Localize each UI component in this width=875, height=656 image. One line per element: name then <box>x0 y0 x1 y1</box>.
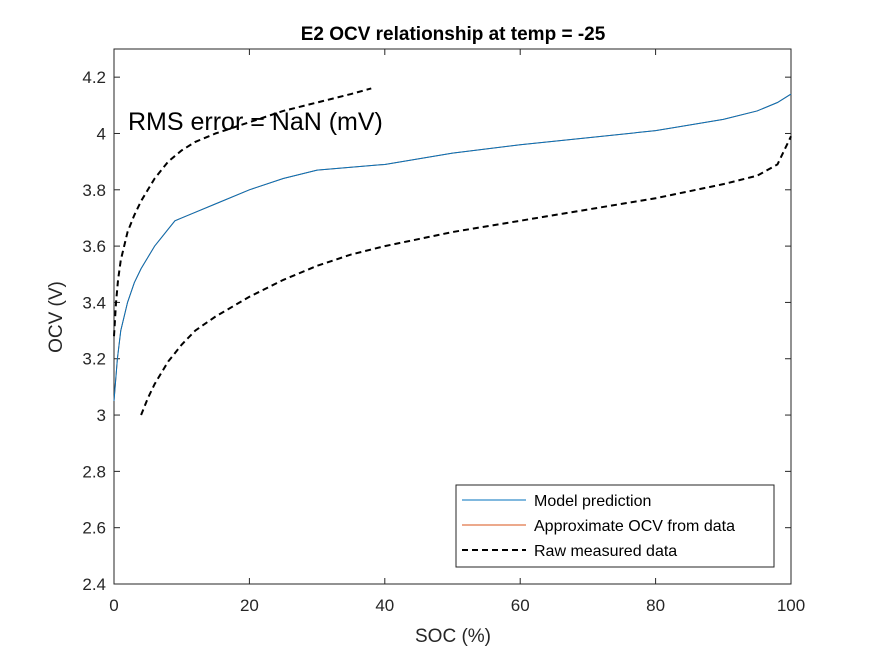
y-axis-label: OCV (V) <box>46 281 67 353</box>
x-axis-label: SOC (%) <box>415 626 491 647</box>
legend: Model prediction Approximate OCV from da… <box>455 484 775 568</box>
y-tick-label: 4 <box>97 124 106 143</box>
x-tick-label: 40 <box>375 596 394 615</box>
y-tick-label: 2.6 <box>82 519 106 538</box>
x-axis: 0 20 40 60 80 100 <box>109 49 805 615</box>
x-tick-label: 100 <box>777 596 805 615</box>
series-line-raw-data-charge <box>113 87 372 337</box>
y-tick-label: 3 <box>97 406 106 425</box>
y-tick-label: 3.2 <box>82 350 106 369</box>
rms-annotation: RMS error = NaN (mV) <box>128 108 383 136</box>
x-tick-label: 80 <box>646 596 665 615</box>
legend-label-model: Model prediction <box>534 493 651 510</box>
x-tick-label: 20 <box>240 596 259 615</box>
y-tick-label: 3.8 <box>82 181 106 200</box>
x-tick-label: 0 <box>109 596 118 615</box>
legend-label-approx: Approximate OCV from data <box>534 518 735 535</box>
series-line-model-prediction <box>113 93 792 402</box>
x-tick-label: 60 <box>511 596 530 615</box>
legend-label-raw: Raw measured data <box>534 543 677 560</box>
chart-title: E2 OCV relationship at temp = -25 <box>301 24 606 45</box>
y-axis: 2.4 2.6 2.8 3 3.2 3.4 3.6 3.8 4 4.2 <box>82 68 791 594</box>
y-tick-label: 3.6 <box>82 237 106 256</box>
y-tick-label: 4.2 <box>82 68 106 87</box>
series-lines <box>113 87 792 416</box>
y-tick-label: 2.8 <box>82 462 106 481</box>
y-tick-label: 2.4 <box>82 575 106 594</box>
legend-box <box>455 484 775 568</box>
series-line-raw-data-discharge <box>140 135 792 416</box>
y-tick-label: 3.4 <box>82 293 106 312</box>
